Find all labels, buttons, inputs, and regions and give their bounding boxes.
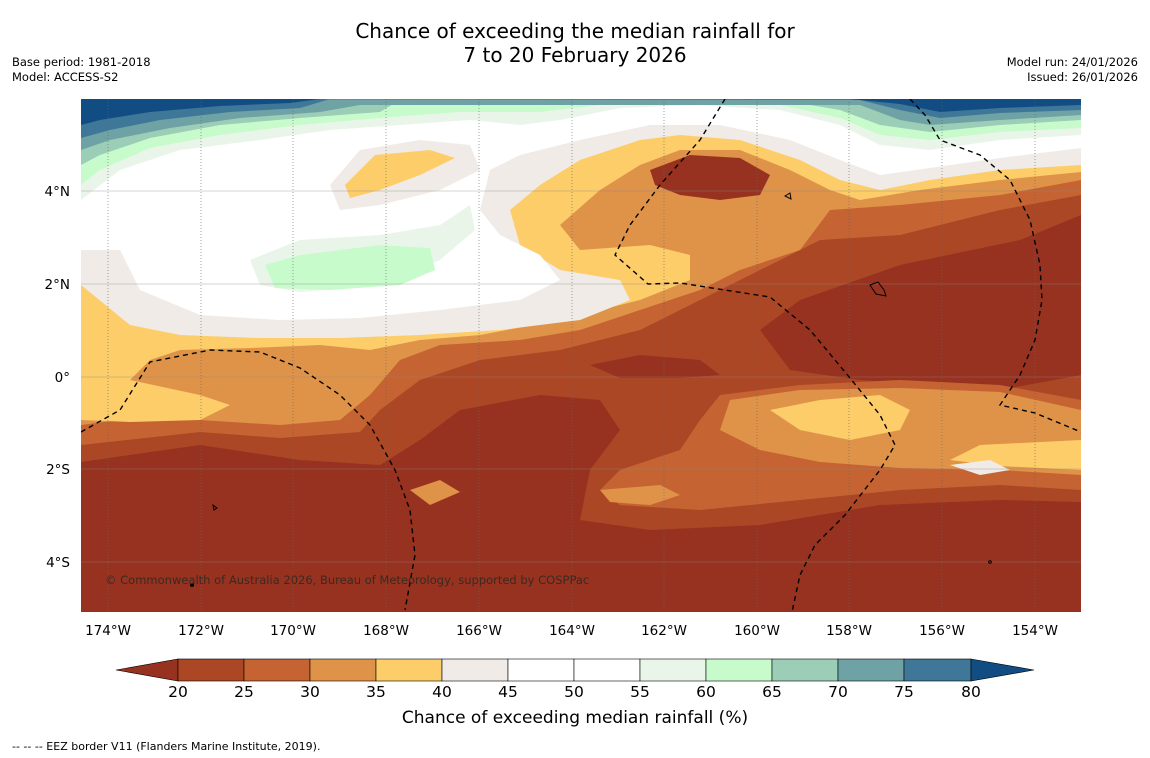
- lon-label: 162°W: [641, 623, 687, 639]
- colorbar-label: Chance of exceeding median rainfall (%): [401, 708, 749, 728]
- colorbar-tick: 65: [762, 683, 782, 701]
- lat-label: 2°N: [45, 277, 70, 293]
- lon-label: 156°W: [919, 623, 965, 639]
- lon-label: 160°W: [734, 623, 780, 639]
- colorbar-tick: 45: [498, 683, 518, 701]
- lon-label: 164°W: [549, 623, 595, 639]
- colorbar-cell: [375, 658, 443, 682]
- colorbar-tick: 20: [168, 683, 188, 701]
- islands: [190, 192, 992, 587]
- colorbar-cell: [441, 658, 509, 682]
- lon-label: 174°W: [85, 623, 131, 639]
- colorbar-tick: 50: [564, 683, 584, 701]
- lon-label: 158°W: [826, 623, 872, 639]
- graticule-lat: [81, 190, 1081, 563]
- colorbar-tick: 35: [366, 683, 386, 701]
- colorbar-cell: [639, 658, 707, 682]
- colorbar: [115, 658, 1035, 682]
- meta-left: Base period: 1981-2018 Model: ACCESS-S2: [12, 55, 151, 85]
- field-above80: [81, 99, 1081, 125]
- colorbar-cell: [771, 658, 839, 682]
- colorbar-tick: 40: [432, 683, 452, 701]
- colorbar-tick: 80: [961, 683, 981, 701]
- lat-label: 2°S: [46, 462, 70, 478]
- colorbar-tick: 55: [630, 683, 650, 701]
- model-name: Model: ACCESS-S2: [12, 70, 119, 84]
- field-65-70: [81, 99, 1081, 165]
- colorbar-tick: 75: [894, 683, 914, 701]
- colorbar-cell: [837, 658, 905, 682]
- longitude-labels: 174°W 172°W 170°W 168°W 166°W 164°W 162°…: [85, 623, 1058, 639]
- colorbar-cell: [507, 658, 575, 682]
- field-core-equator: [590, 355, 720, 378]
- model-run: Model run: 24/01/2026: [1006, 55, 1138, 69]
- lat-label: 4°S: [46, 555, 70, 571]
- colorbar-tick: 60: [696, 683, 716, 701]
- meta-right: Model run: 24/01/2026 Issued: 26/01/2026: [1007, 55, 1138, 85]
- colorbar-tick: 25: [234, 683, 254, 701]
- colorbar-cell: [903, 658, 972, 682]
- colorbar-cell: [309, 658, 377, 682]
- lat-label: 0°: [55, 370, 70, 386]
- copyright-text: © Commonwealth of Australia 2026, Bureau…: [105, 573, 589, 587]
- colorbar-cell-above80: [970, 658, 1035, 682]
- field-35-40-north: [345, 150, 455, 198]
- map-field: [81, 99, 1081, 612]
- lon-label: 154°W: [1012, 623, 1058, 639]
- base-period: Base period: 1981-2018: [12, 55, 151, 69]
- colorbar-cell-below20: [115, 658, 179, 682]
- colorbar-cell: [177, 658, 245, 682]
- lon-label: 168°W: [363, 623, 409, 639]
- lon-label: 172°W: [178, 623, 224, 639]
- lon-label: 170°W: [270, 623, 316, 639]
- colorbar-cell: [705, 658, 773, 682]
- field-core-north: [650, 155, 770, 200]
- colorbar-tick: 30: [300, 683, 320, 701]
- issued-date: Issued: 26/01/2026: [1027, 70, 1138, 84]
- colorbar-tick: 70: [828, 683, 848, 701]
- lon-label: 166°W: [456, 623, 502, 639]
- lat-label: 4°N: [45, 184, 70, 200]
- chart-title-line1: Chance of exceeding the median rainfall …: [355, 19, 795, 43]
- colorbar-cell: [243, 658, 311, 682]
- colorbar-cell: [573, 658, 641, 682]
- field-55-60: [81, 99, 1081, 292]
- latitude-labels: 4°N 2°N 0° 2°S 4°S: [45, 184, 70, 571]
- eez-borders: [81, 99, 1081, 612]
- eez-footnote: -- -- -- EEZ border V11 (Flanders Marine…: [12, 740, 321, 753]
- chart-title-line2: 7 to 20 February 2026: [463, 43, 687, 67]
